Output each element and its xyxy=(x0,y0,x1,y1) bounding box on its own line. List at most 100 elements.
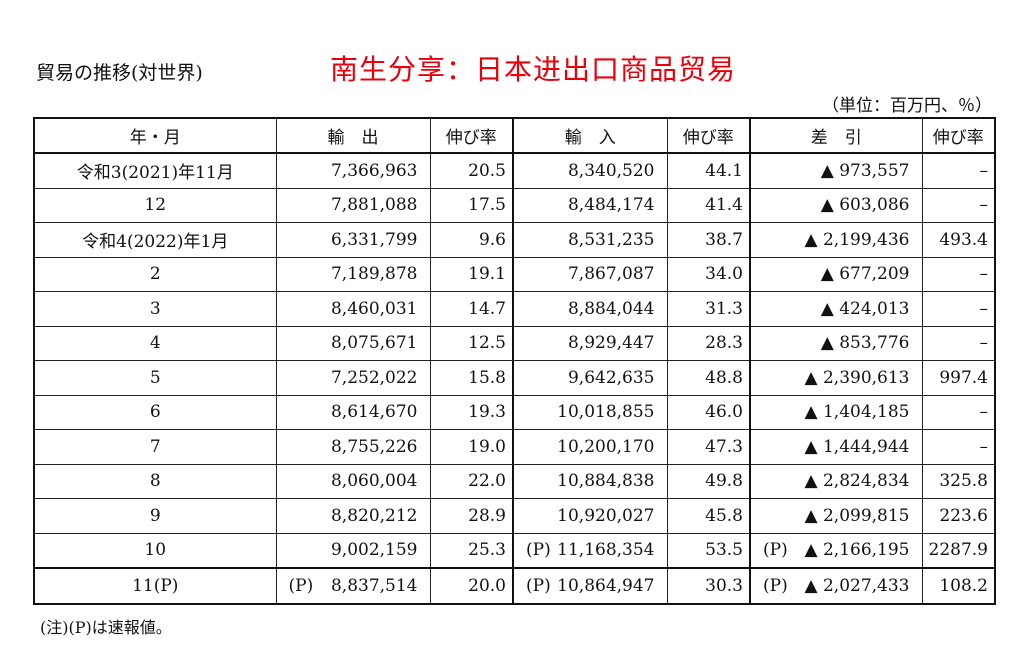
balance-cell: (P) ▲ 2,166,195 xyxy=(749,532,923,569)
import-growth-cell: 31.3 xyxy=(666,291,751,327)
exports-cell-value: 7,189,878 xyxy=(330,264,418,285)
import-growth-cell: 44.1 xyxy=(666,152,751,189)
export-growth-cell: 14.7 xyxy=(429,291,514,327)
balance-growth-cell: 2287.9 xyxy=(921,532,996,569)
balance-growth-cell: 997.4 xyxy=(921,360,996,396)
balance-growth-cell: 223.6 xyxy=(921,498,996,534)
period-cell: 7 xyxy=(33,429,277,465)
table-row: 8 8,060,004 22.0 10,884,838 49.8 ▲ 2,824,834 3… xyxy=(33,463,996,499)
balance-cell: ▲ 1,444,944 xyxy=(749,429,923,465)
footnote: (注)(P)は速報値。 xyxy=(40,618,172,637)
imports-cell-value: 10,884,838 xyxy=(557,471,655,492)
table-row: 11(P) (P) 8,837,514 20.0 (P) 10,864,947 30.3 (P… xyxy=(33,567,996,604)
table-row: 9 8,820,212 28.9 10,920,027 45.8 ▲ 2,099,815 2… xyxy=(33,498,996,534)
table-row: 令和3(2021)年11月 7,366,963 20.5 8,340,520 44.1 ▲… xyxy=(33,152,996,189)
imports-cell-value: 8,484,174 xyxy=(567,195,655,216)
imports-cell-value: 10,864,947 xyxy=(557,575,655,596)
imports-cell: 8,929,447 xyxy=(512,325,668,361)
exports-cell: 8,460,031 xyxy=(275,291,431,327)
balance-growth-cell: 325.8 xyxy=(921,463,996,499)
imports-cell-value: 9,642,635 xyxy=(567,367,655,388)
imports-cell-value: 8,340,520 xyxy=(567,160,655,181)
exports-cell: 7,881,088 xyxy=(275,187,431,223)
period-cell: 5 xyxy=(33,360,277,396)
balance-cell: ▲ 424,013 xyxy=(749,291,923,327)
export-growth-cell: 17.5 xyxy=(429,187,514,223)
table-row: 5 7,252,022 15.8 9,642,635 48.8 ▲ 2,390,613 99… xyxy=(33,360,996,396)
balance-cell-value: ▲ 1,404,185 xyxy=(804,402,910,423)
export-growth-cell: 12.5 xyxy=(429,325,514,361)
exports-cell-value: 8,837,514 xyxy=(330,575,418,596)
preliminary-mark: (P) xyxy=(526,540,551,561)
exports-cell-value: 7,366,963 xyxy=(330,160,418,181)
exports-cell: 7,252,022 xyxy=(275,360,431,396)
export-growth-cell: 20.5 xyxy=(429,152,514,189)
exports-cell: 7,189,878 xyxy=(275,256,431,292)
imports-cell-value: 8,531,235 xyxy=(567,229,655,250)
table-row: 10 9,002,159 25.3 (P) 11,168,354 53.5 (P) ▲ 2,1… xyxy=(33,532,996,569)
balance-cell: ▲ 1,404,185 xyxy=(749,394,923,430)
balance-cell: ▲ 2,824,834 xyxy=(749,463,923,499)
period-cell: 10 xyxy=(33,532,277,569)
imports-cell: 8,340,520 xyxy=(512,152,668,189)
import-growth-cell: 41.4 xyxy=(666,187,751,223)
balance-growth-cell: – xyxy=(921,429,996,465)
table-row: 4 8,075,671 12.5 8,929,447 28.3 ▲ 853,776– xyxy=(33,325,996,361)
table-row: 2 7,189,878 19.1 7,867,087 34.0 ▲ 677,209– xyxy=(33,256,996,292)
exports-cell-value: 6,331,799 xyxy=(330,229,418,250)
period-cell: 11(P) xyxy=(33,567,277,604)
col-header-exports: 輸 出 xyxy=(275,117,431,154)
import-growth-cell: 30.3 xyxy=(666,567,751,604)
import-growth-cell: 34.0 xyxy=(666,256,751,292)
balance-cell: ▲ 2,099,815 xyxy=(749,498,923,534)
exports-cell-value: 9,002,159 xyxy=(330,540,418,561)
export-growth-cell: 25.3 xyxy=(429,532,514,569)
imports-cell: (P) 11,168,354 xyxy=(512,532,668,569)
balance-cell: ▲ 677,209 xyxy=(749,256,923,292)
balance-cell-value: ▲ 2,027,433 xyxy=(804,575,910,596)
balance-cell-value: ▲ 424,013 xyxy=(820,298,910,319)
balance-cell-value: ▲ 853,776 xyxy=(820,333,910,354)
balance-cell: (P) ▲ 2,027,433 xyxy=(749,567,923,604)
import-growth-cell: 38.7 xyxy=(666,222,751,258)
imports-cell: 9,642,635 xyxy=(512,360,668,396)
export-growth-cell: 19.3 xyxy=(429,394,514,430)
exports-cell-value: 8,460,031 xyxy=(330,298,418,319)
balance-cell-value: ▲ 2,824,834 xyxy=(804,471,910,492)
exports-cell-value: 7,881,088 xyxy=(330,195,418,216)
balance-cell-value: ▲ 1,444,944 xyxy=(804,436,910,457)
table-row: 令和4(2022)年1月 6,331,799 9.6 8,531,235 38.7 ▲ 2… xyxy=(33,222,996,258)
balance-cell-value: ▲ 2,099,815 xyxy=(804,505,910,526)
banner-caption: 南生分享：日本进出口商品贸易 xyxy=(330,53,737,86)
balance-cell: ▲ 603,086 xyxy=(749,187,923,223)
exports-cell-value: 8,755,226 xyxy=(330,436,418,457)
exports-cell: 8,820,212 xyxy=(275,498,431,534)
balance-growth-cell: 493.4 xyxy=(921,222,996,258)
exports-cell-value: 8,820,212 xyxy=(330,505,418,526)
exports-cell-value: 8,075,671 xyxy=(330,333,418,354)
imports-cell: 8,484,174 xyxy=(512,187,668,223)
balance-growth-cell: – xyxy=(921,187,996,223)
balance-cell-value: ▲ 2,166,195 xyxy=(804,540,910,561)
balance-cell: ▲ 853,776 xyxy=(749,325,923,361)
balance-cell: ▲ 2,390,613 xyxy=(749,360,923,396)
exports-cell: 7,366,963 xyxy=(275,152,431,189)
export-growth-cell: 28.9 xyxy=(429,498,514,534)
exports-cell: 8,755,226 xyxy=(275,429,431,465)
balance-growth-cell: 108.2 xyxy=(921,567,996,604)
period-cell: 2 xyxy=(33,256,277,292)
balance-cell-value: ▲ 2,199,436 xyxy=(804,229,910,250)
balance-cell: ▲ 2,199,436 xyxy=(749,222,923,258)
table-header: 年・月 輸 出 伸び率 輸 入 伸び率 差 引 伸び率 xyxy=(33,117,996,154)
imports-cell: 10,200,170 xyxy=(512,429,668,465)
exports-cell-value: 7,252,022 xyxy=(330,367,418,388)
col-header-imports: 輸 入 xyxy=(512,117,668,154)
col-header-import-growth: 伸び率 xyxy=(666,117,751,154)
col-header-period: 年・月 xyxy=(33,117,277,154)
preliminary-mark: (P) xyxy=(288,575,314,596)
trade-table: 年・月 輸 出 伸び率 輸 入 伸び率 差 引 伸び率 令和3(2021)年11… xyxy=(33,117,996,605)
export-growth-cell: 15.8 xyxy=(429,360,514,396)
imports-cell-value: 8,884,044 xyxy=(567,298,655,319)
imports-cell: 10,920,027 xyxy=(512,498,668,534)
period-cell: 6 xyxy=(33,394,277,430)
